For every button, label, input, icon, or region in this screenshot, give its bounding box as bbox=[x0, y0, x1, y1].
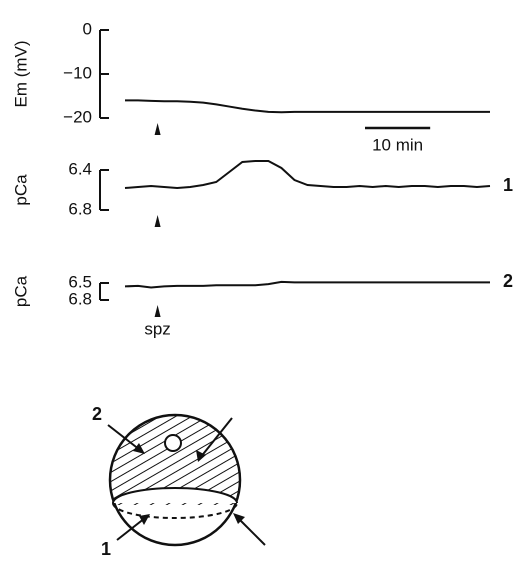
arrowhead bbox=[139, 514, 150, 525]
arrowhead bbox=[196, 450, 206, 462]
stimulus-label: spz bbox=[144, 319, 170, 338]
y-tick-label: 6.4 bbox=[68, 159, 92, 178]
trace bbox=[124, 280, 490, 289]
arrow bbox=[237, 517, 266, 546]
equator-front bbox=[112, 487, 238, 504]
y-axis-label: pCa bbox=[11, 174, 30, 206]
y-tick-label: 6.8 bbox=[68, 199, 92, 218]
cell-outline bbox=[108, 413, 242, 547]
trace-label: 2 bbox=[503, 271, 513, 291]
cell-diagram: 2 1 bbox=[92, 404, 266, 559]
y-tick-label: 6.8 bbox=[68, 289, 92, 308]
stimulus-arrow bbox=[154, 215, 161, 227]
hatched-region bbox=[110, 415, 240, 505]
scale-bar-label: 10 min bbox=[372, 135, 423, 154]
trace bbox=[125, 99, 490, 114]
arrowhead bbox=[233, 513, 245, 524]
diagram-label: 1 bbox=[101, 539, 111, 559]
y-tick-label: 6.5 bbox=[68, 272, 92, 291]
arrowhead bbox=[133, 443, 145, 454]
arrow bbox=[199, 417, 233, 459]
nucleus bbox=[164, 434, 182, 452]
equator-back bbox=[112, 502, 238, 519]
y-tick-label: −20 bbox=[63, 107, 92, 126]
y-tick-label: 0 bbox=[83, 19, 92, 38]
trace bbox=[124, 160, 491, 190]
stimulus-arrow bbox=[154, 305, 161, 317]
stimulus-arrow bbox=[154, 123, 161, 135]
y-axis-label: Em (mV) bbox=[11, 40, 30, 107]
arrow bbox=[116, 517, 146, 541]
diagram-label: 2 bbox=[92, 404, 102, 424]
arrow bbox=[107, 424, 141, 451]
trace-label: 1 bbox=[503, 175, 513, 195]
y-tick-label: −10 bbox=[63, 63, 92, 82]
y-axis-label: pCa bbox=[11, 275, 30, 307]
